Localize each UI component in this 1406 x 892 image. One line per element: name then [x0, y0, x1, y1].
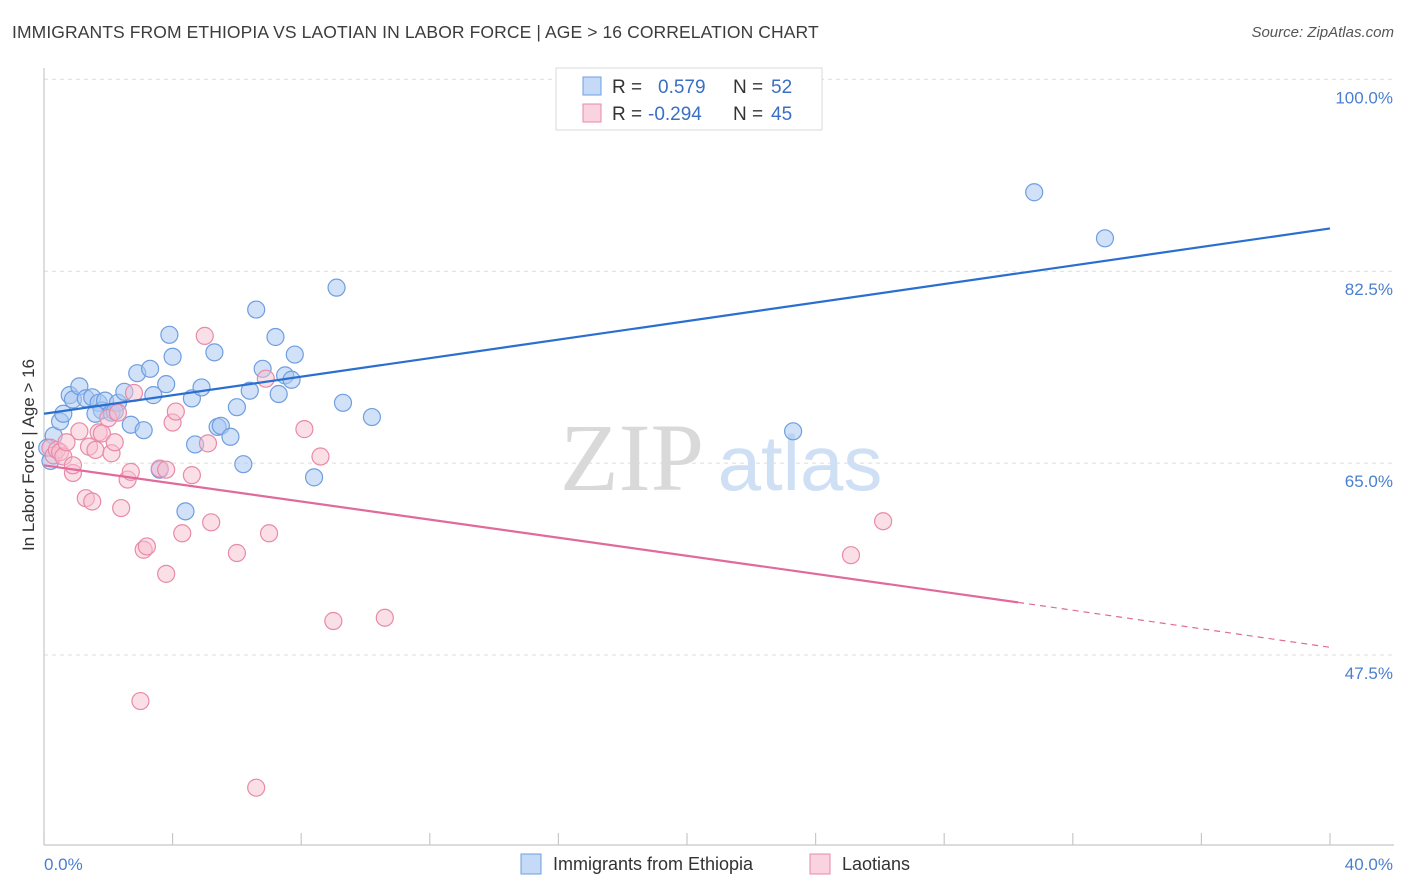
laotians-point-38 [256, 369, 275, 388]
legend-box: R = 0.579 N = 52 R = -0.294 N = 45 [555, 67, 823, 131]
ethiopia-point-38 [269, 384, 288, 404]
ethiopia-trend-line [43, 227, 1331, 415]
bottom-legend-label-laotians: Laotians [842, 854, 910, 874]
laotians-point-44 [841, 546, 861, 565]
bottom-legend: Immigrants from Ethiopia Laotians [520, 853, 910, 875]
legend-n-value-1: 52 [771, 77, 792, 98]
laotians-point-11 [83, 492, 102, 511]
bottom-legend-swatch-blue [520, 853, 542, 875]
ethiopia-point-27 [192, 378, 211, 397]
ethiopia-point-44 [333, 393, 353, 412]
legend-n-value-2: 45 [771, 104, 792, 125]
y-tick-label-2: 82.5% [1345, 280, 1393, 299]
ethiopia-point-21 [157, 375, 176, 394]
grid-lines [44, 78, 1394, 656]
ethiopia-point-47 [1025, 183, 1044, 202]
ethiopia-point-32 [227, 398, 246, 417]
y-tick-label-0: 47.5% [1345, 664, 1393, 683]
laotians-point-37 [247, 778, 266, 797]
laotians-trend-line-dashed [1018, 601, 1331, 648]
ethiopia-point-46 [783, 422, 803, 441]
laotians-point-19 [112, 498, 131, 518]
ethiopia-point-48 [1095, 229, 1115, 248]
ethiopia-point-18 [140, 359, 160, 378]
ethiopia-point-28 [205, 343, 224, 362]
legend-n-label-1: N = [733, 77, 763, 98]
laotians-point-5 [57, 433, 76, 452]
laotians-point-27 [157, 564, 176, 583]
laotians-point-23 [131, 691, 150, 711]
legend-r-value-2: -0.294 [648, 104, 702, 125]
laotians-point-42 [324, 611, 343, 631]
ethiopia-point-41 [285, 345, 304, 364]
legend-r-label-1: R = [612, 77, 642, 98]
chart-title: IMMIGRANTS FROM ETHIOPIA VS LAOTIAN IN L… [12, 22, 819, 42]
ethiopia-point-37 [266, 327, 285, 347]
laotians-point-14 [92, 424, 111, 443]
y-tick-label-1: 65.0% [1345, 472, 1393, 491]
ethiopia-point-35 [247, 300, 266, 319]
legend-r-label-2: R = [612, 104, 642, 125]
bottom-legend-label-ethiopia: Immigrants from Ethiopia [553, 854, 754, 874]
y-axis-label: In Labor Force | Age > 16 [19, 359, 38, 551]
ethiopia-point-24 [176, 502, 195, 521]
trend-lines [43, 227, 1331, 648]
laotians-point-33 [195, 326, 214, 345]
legend-swatch-pink [582, 103, 602, 123]
laotians-point-39 [259, 524, 279, 543]
ethiopia-point-33 [234, 455, 253, 474]
x-tick-labels: 0.0% 40.0% [44, 855, 1393, 874]
laotians-point-12 [86, 440, 105, 460]
laotians-trend-line [43, 464, 1019, 604]
ethiopia-point-31 [221, 427, 240, 446]
laotians-point-8 [70, 422, 89, 441]
ethiopia-point-42 [304, 468, 324, 487]
legend-n-label-2: N = [733, 104, 763, 125]
x-tick-label-0: 0.0% [44, 855, 83, 874]
laotians-point-30 [166, 402, 185, 421]
series-laotians-points [41, 326, 893, 797]
ethiopia-point-17 [134, 421, 153, 440]
laotians-point-35 [202, 513, 221, 532]
y-tick-label-3: 100.0% [1335, 88, 1393, 107]
legend-r-value-1: 0.579 [658, 77, 706, 98]
ethiopia-point-23 [163, 347, 182, 366]
ethiopia-point-43 [327, 278, 346, 297]
laotians-point-32 [182, 466, 201, 485]
watermark-zip: ZIP [560, 404, 704, 511]
bottom-legend-swatch-pink [809, 853, 831, 875]
laotians-point-34 [198, 434, 218, 453]
x-tick-label-1: 40.0% [1345, 855, 1393, 874]
laotians-point-18 [108, 403, 128, 422]
laotians-point-36 [227, 543, 246, 563]
laotians-point-17 [105, 433, 124, 452]
ethiopia-point-34 [240, 381, 259, 400]
y-tick-labels: 47.5% 65.0% 82.5% 100.0% [1335, 88, 1393, 683]
ethiopia-point-45 [362, 407, 382, 427]
laotians-point-28 [157, 460, 176, 479]
laotians-point-45 [874, 512, 893, 531]
laotians-point-31 [173, 524, 192, 543]
legend-swatch-blue [582, 76, 602, 96]
laotians-point-41 [311, 447, 330, 466]
ethiopia-point-22 [160, 325, 179, 344]
source-label: Source: ZipAtlas.com [1251, 24, 1394, 41]
laotians-point-40 [295, 420, 314, 439]
laotians-point-43 [375, 608, 394, 627]
laotians-point-25 [137, 537, 156, 556]
